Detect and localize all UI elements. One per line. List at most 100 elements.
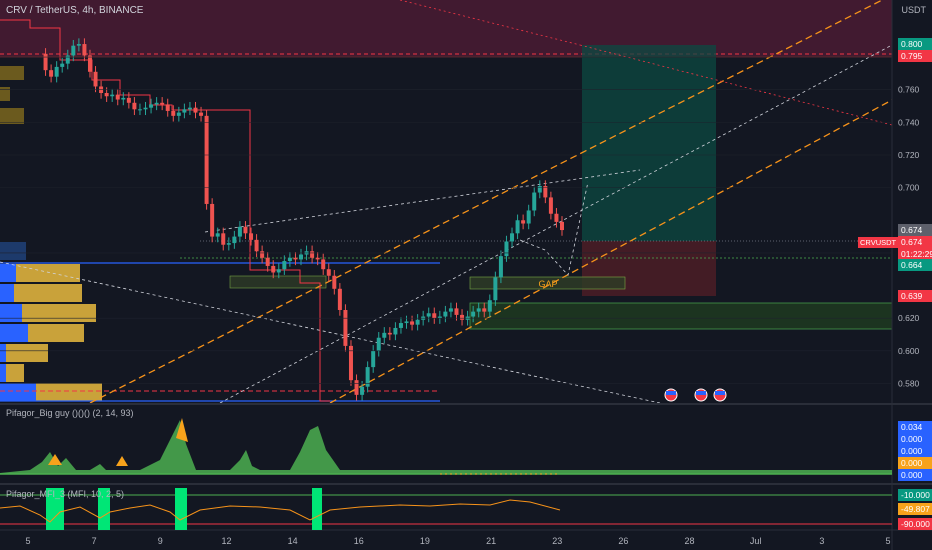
candle — [149, 104, 154, 108]
candle — [276, 269, 281, 273]
candle — [460, 314, 465, 320]
candle — [187, 107, 192, 110]
candle — [243, 226, 248, 234]
candle — [210, 203, 215, 237]
candle — [254, 239, 259, 252]
candle — [348, 345, 353, 381]
candles — [43, 38, 564, 401]
candle — [471, 311, 476, 317]
indicator2-label[interactable]: Pifagor_MFI_3 (MFI, 10, 2, 5) — [6, 489, 125, 499]
candle — [115, 94, 120, 100]
candle — [137, 109, 142, 111]
candle — [321, 259, 326, 270]
candle — [537, 186, 542, 193]
candle — [371, 350, 376, 368]
resistance-zone — [0, 0, 892, 56]
time-tick: 16 — [354, 536, 364, 546]
candle — [232, 236, 237, 244]
candle — [282, 261, 287, 270]
candle — [493, 277, 498, 301]
price-unit: USDT — [901, 5, 927, 15]
time-tick: 23 — [552, 536, 562, 546]
candle — [543, 186, 548, 198]
price-tick: 0.760 — [898, 85, 920, 95]
candle — [393, 327, 398, 335]
candle — [454, 308, 459, 315]
price-badge-last: 0.674 — [898, 236, 932, 248]
price-badge-stop: 0.639 — [898, 290, 932, 302]
ind2-value-2: -90.000 — [898, 518, 932, 530]
candle — [60, 63, 65, 67]
price-tick: 0.580 — [898, 378, 920, 388]
time-tick: Jul — [750, 536, 762, 546]
candle — [532, 192, 537, 211]
time-tick: 3 — [819, 536, 824, 546]
chart-title: CRV / TetherUS, 4h, BINANCE — [6, 5, 144, 16]
candle — [49, 70, 54, 77]
candle — [215, 233, 220, 237]
candle — [554, 213, 559, 222]
candle — [65, 55, 70, 64]
candle — [237, 226, 242, 237]
candle — [337, 288, 342, 310]
candle — [43, 53, 48, 71]
candle — [165, 104, 170, 111]
demand-zone — [469, 302, 893, 330]
candle — [510, 233, 515, 242]
candle — [448, 308, 453, 312]
candle — [482, 308, 487, 312]
candle — [504, 241, 509, 257]
volume-profile — [0, 66, 102, 401]
candle — [171, 110, 176, 116]
time-tick: 12 — [221, 536, 231, 546]
candle — [560, 221, 564, 231]
candle — [415, 319, 420, 325]
price-tick: 0.740 — [898, 117, 920, 127]
candle — [199, 112, 204, 116]
candle — [437, 316, 442, 319]
time-tick: 14 — [288, 536, 298, 546]
candle — [82, 44, 87, 56]
time-tick: 19 — [420, 536, 430, 546]
candle — [432, 313, 437, 319]
time-tick: 7 — [92, 536, 97, 546]
ind1-value-0: 0.034 — [898, 421, 932, 433]
indicator1-plot — [0, 418, 892, 475]
candle — [293, 257, 298, 260]
time-tick: 26 — [618, 536, 628, 546]
candle — [498, 256, 503, 278]
candle — [271, 265, 276, 273]
step-line — [0, 19, 330, 402]
candle — [287, 257, 292, 262]
price-badge-upper: 0.795 — [898, 50, 932, 62]
countdown-badge: 01:22:29 — [898, 248, 932, 260]
ind1-value-2: 0.000 — [898, 445, 932, 457]
candle — [360, 386, 365, 395]
indicator2-plot — [0, 488, 892, 530]
indicator1-label[interactable]: Pifagor_Big guy ()()() (2, 14, 93) — [6, 408, 134, 418]
time-tick: 28 — [685, 536, 695, 546]
ind1-value-3: 0.000 — [898, 457, 932, 469]
candle — [315, 257, 320, 260]
time-tick: 5 — [25, 536, 30, 546]
candle — [398, 323, 403, 328]
candle — [182, 109, 187, 113]
candle — [110, 94, 115, 97]
candle — [548, 197, 553, 214]
candle — [521, 220, 526, 224]
candle — [326, 269, 331, 276]
axes: 0.7800.7600.7400.7200.7000.6600.6200.600… — [0, 52, 920, 546]
candle — [299, 254, 303, 260]
candle — [260, 251, 265, 258]
candle — [87, 55, 92, 72]
candle — [382, 332, 387, 338]
time-tick: 21 — [486, 536, 496, 546]
candle — [404, 321, 409, 324]
ind2-value-0: -10.000 — [898, 489, 932, 501]
ind2-value-1: -49.807 — [898, 503, 932, 515]
price-tick: 0.720 — [898, 150, 920, 160]
price-badge-support: 0.664 — [898, 259, 932, 271]
candle — [204, 115, 209, 204]
time-tick: 9 — [158, 536, 163, 546]
